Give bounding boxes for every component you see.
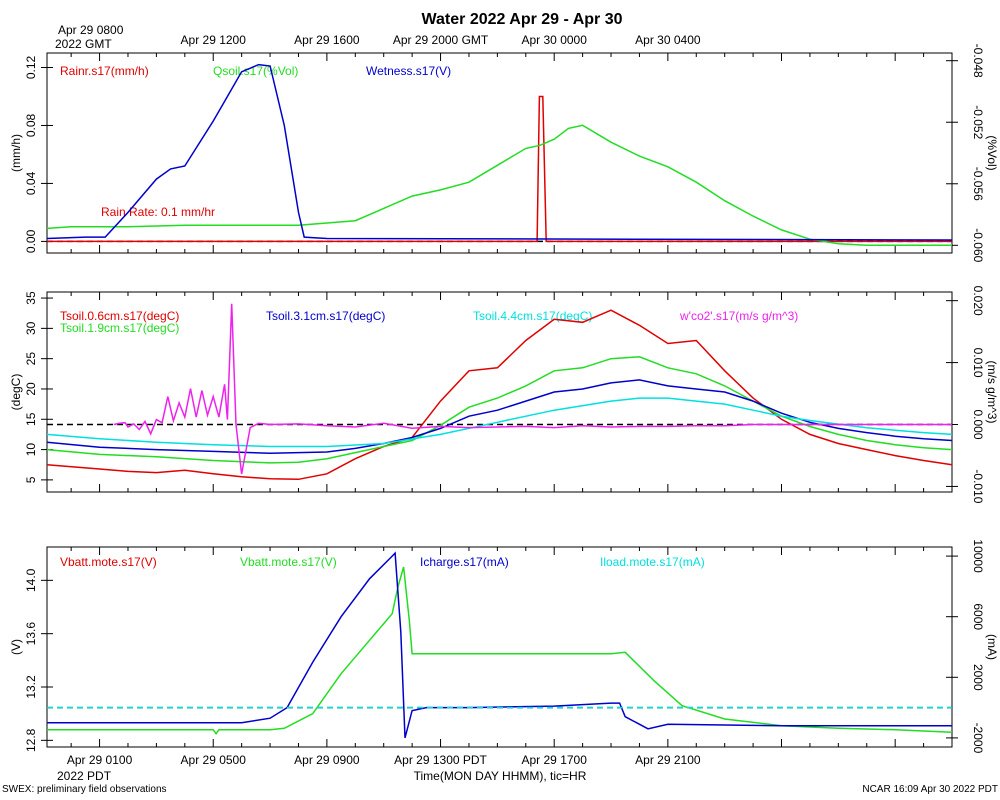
top-axis-first-label-line1: Apr 29 0800 (58, 23, 124, 37)
footer-right: NCAR 16:09 Apr 30 2022 PDT (862, 784, 998, 795)
top-series-2 (46, 63, 953, 241)
middle-ylabel-right: (m/s g/m^3) (985, 361, 999, 424)
bottom-axis-label-1: Apr 29 0500 (181, 753, 247, 767)
middle-ytick-label-left: 5 (24, 476, 38, 483)
middle-ytick-label-left: 25 (24, 352, 38, 366)
bottom-axis-label-4: Apr 29 1700 (522, 753, 588, 767)
top-plot-frame (46, 52, 953, 254)
top-ylabel-right: (%Vol) (985, 135, 999, 170)
top-ytick-label-left: 0.00 (24, 229, 38, 253)
top-legend-1: Qsoil.s17(%Vol) (213, 64, 298, 78)
top-axis-first-label-line2: 2022 GMT (55, 37, 112, 51)
top-ylabel-left: (mm/h) (9, 134, 23, 172)
bottom-legend-2: Icharge.s17(mA) (420, 555, 509, 569)
bottom-axis-label-2: Apr 29 0900 (294, 753, 360, 767)
middle-legend-2: Tsoil.3.1cm.s17(degC) (266, 309, 385, 323)
top-ytick-label-left: 0.12 (24, 55, 38, 79)
middle-series-3 (46, 397, 953, 448)
top-ytick-label-right: -0.052 (971, 105, 985, 139)
middle-series-4 (113, 303, 952, 475)
bottom-plot-frame (46, 546, 953, 748)
middle-ytick-label-right: 0.020 (971, 286, 985, 316)
top-series-1 (46, 124, 952, 247)
bottom-ytick-label-left: 14.0 (24, 568, 38, 592)
top-ytick-label-left: 0.08 (24, 113, 38, 137)
bottom-axis-label-5: Apr 29 2100 (635, 753, 701, 767)
middle-legend-0: Tsoil.0.6cm.s17(degC) (60, 309, 179, 323)
bottom-axis-label-0: Apr 29 0100 (67, 753, 133, 767)
middle-ytick-label-right: 0.010 (971, 348, 985, 378)
middle-ytick-label-left: 20 (24, 382, 38, 396)
bottom-ylabel-right: (mA) (985, 634, 999, 660)
top-series-0 (47, 95, 952, 243)
bottom-legend-3: Iload.mote.s17(mA) (600, 555, 705, 569)
middle-ytick-label-left: 30 (24, 321, 38, 335)
middle-ytick-label-right: 0.000 (971, 409, 985, 439)
x-axis-title: Time(MON DAY HHMM), tic=HR (414, 769, 587, 783)
middle-legend-1: Tsoil.1.9cm.s17(degC) (60, 321, 179, 335)
bottom-series-1 (47, 551, 952, 739)
chart-title: Water 2022 Apr 29 - Apr 30 (422, 11, 623, 28)
bottom-ytick-label-right: 10000 (971, 539, 985, 573)
footer-left: SWEX: preliminary field observations (2, 784, 167, 795)
bottom-ytick-label-right: 2000 (971, 664, 985, 691)
top-axis-label-1: Apr 29 1600 (294, 33, 360, 47)
bottom-ytick-label-left: 13.2 (24, 675, 38, 699)
top-ytick-label-right: -0.060 (971, 228, 985, 262)
middle-ytick-label-left: 35 (24, 291, 38, 305)
bottom-ytick-label-left: 12.8 (24, 728, 38, 752)
bottom-ylabel-left: (V) (9, 639, 23, 655)
bottom-axis-year-label: 2022 PDT (57, 769, 112, 783)
middle-plot-frame (46, 291, 953, 493)
bottom-legend-1: Vbatt.mote.s17(V) (240, 555, 337, 569)
top-ytick-label-right: -0.048 (971, 44, 985, 78)
bottom-legend-0: Vbatt.mote.s17(V) (60, 555, 157, 569)
middle-ytick-label-left: 15 (24, 412, 38, 426)
top-axis-label-4: Apr 30 0400 (635, 33, 701, 47)
middle-series-0 (46, 309, 953, 481)
bottom-ytick-label-right: -2000 (971, 723, 985, 754)
bottom-series-0 (47, 566, 953, 735)
middle-ytick-label-right: -0.010 (971, 469, 985, 503)
bottom-ytick-label-right: 6000 (971, 603, 985, 630)
bottom-axis-label-3: Apr 29 1300 PDT (394, 753, 487, 767)
middle-series-1 (46, 356, 953, 464)
top-axis-label-3: Apr 30 0000 (522, 33, 588, 47)
top-annotation: Rain Rate: 0.1 mm/hr (101, 205, 215, 219)
top-axis-label-2: Apr 29 2000 GMT (393, 33, 489, 47)
top-axis-label-0: Apr 29 1200 (181, 33, 247, 47)
top-ytick-label-left: 0.04 (24, 171, 38, 195)
top-ytick-label-right: -0.056 (971, 167, 985, 201)
middle-ytick-label-left: 10 (24, 443, 38, 457)
top-legend-0: Rainr.s17(mm/h) (60, 64, 149, 78)
middle-ylabel-left: (degC) (9, 374, 23, 411)
middle-series-2 (46, 379, 953, 454)
top-legend-2: Wetness.s17(V) (366, 64, 451, 78)
bottom-ytick-label-left: 13.6 (24, 622, 38, 646)
middle-legend-4: w'co2'.s17(m/s g/m^3) (679, 309, 798, 323)
